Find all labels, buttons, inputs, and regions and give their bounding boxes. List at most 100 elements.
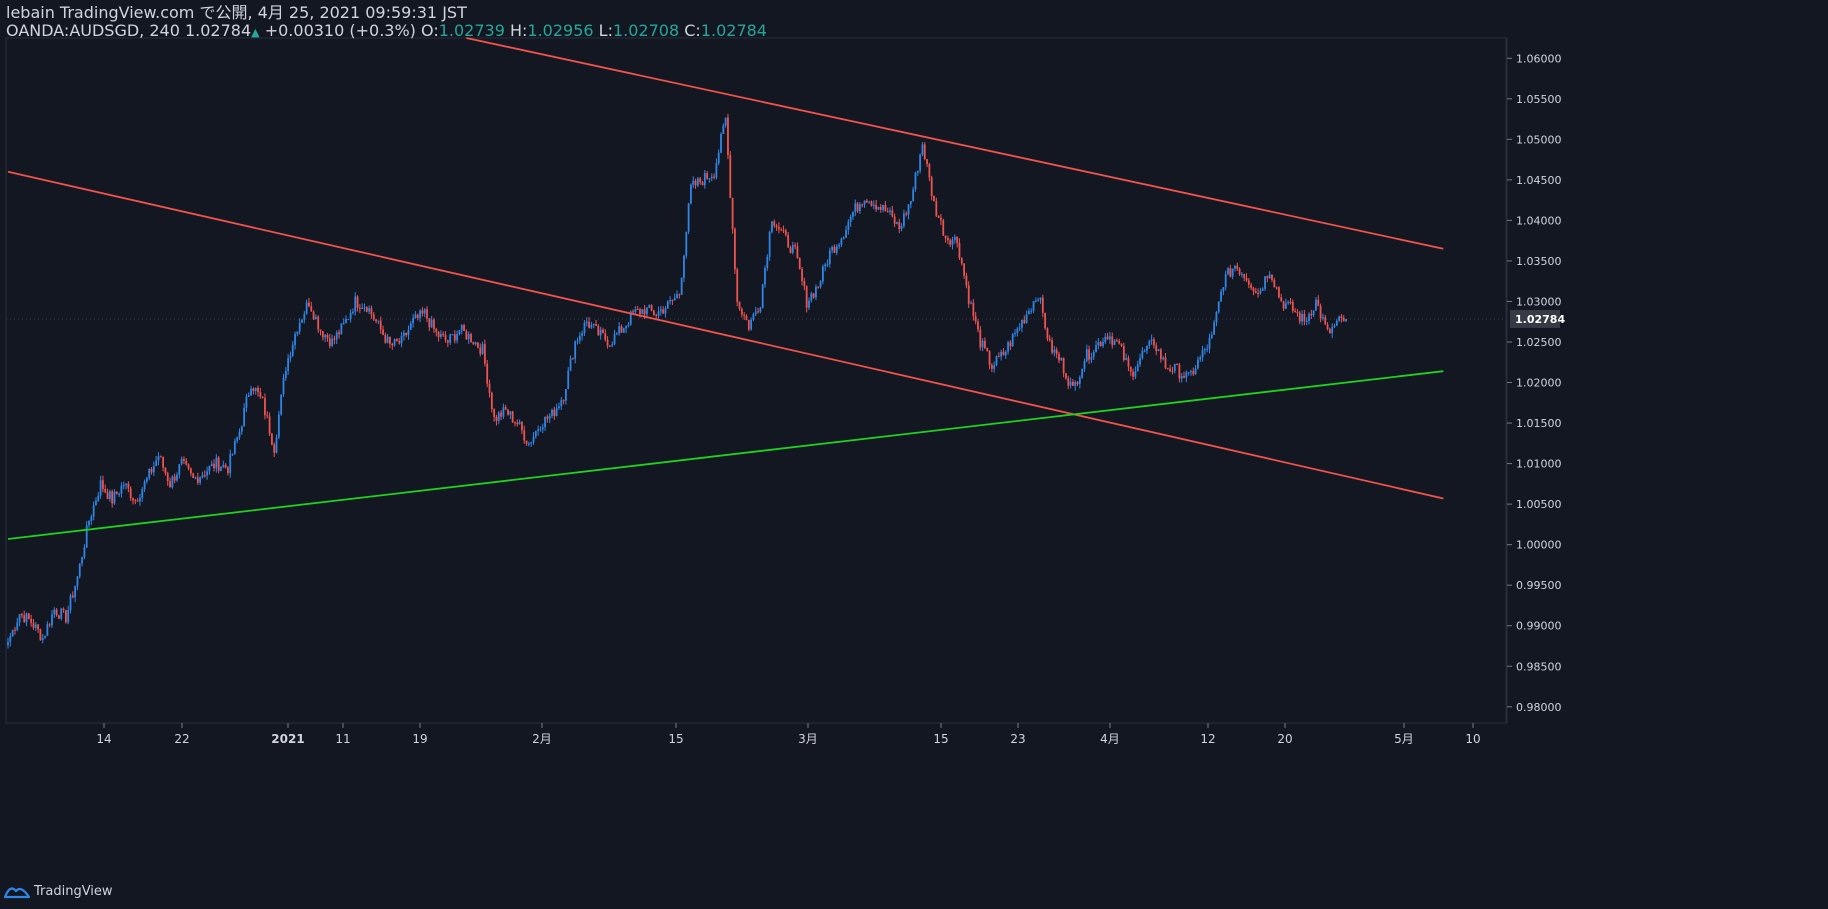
candle	[507, 409, 509, 416]
candle	[909, 200, 912, 209]
candle	[956, 236, 959, 248]
candle	[25, 612, 28, 627]
x-tick-label: 15	[668, 732, 683, 746]
candle	[1139, 353, 1141, 367]
candle	[916, 170, 919, 176]
candle	[805, 285, 808, 313]
candle	[440, 330, 442, 339]
candle	[465, 329, 468, 340]
candle	[321, 330, 324, 341]
candle	[44, 635, 46, 639]
trend-lines[interactable]	[7, 37, 1444, 540]
channel-lower-line[interactable]	[7, 170, 1444, 500]
x-tick-label: 20	[1277, 732, 1292, 746]
y-tick-label: 0.98500	[1516, 660, 1562, 673]
candle	[782, 225, 785, 234]
candle	[893, 213, 896, 227]
candle	[1081, 368, 1084, 379]
candle	[685, 231, 688, 259]
candle	[1143, 349, 1146, 353]
candle	[1127, 355, 1130, 372]
candle	[868, 200, 871, 204]
candle	[146, 476, 148, 484]
candle	[696, 176, 699, 188]
candle	[55, 607, 58, 617]
y-tick-label: 1.04500	[1516, 174, 1562, 187]
candle	[576, 337, 579, 345]
candle	[900, 223, 903, 232]
candle	[687, 202, 690, 235]
candle	[423, 308, 426, 318]
candle	[347, 318, 350, 321]
channel-upper-line[interactable]	[466, 37, 1444, 250]
candle	[352, 308, 354, 315]
candle	[1058, 351, 1060, 364]
candle	[812, 292, 815, 299]
candle	[51, 610, 53, 628]
candle	[479, 343, 482, 357]
candle	[46, 621, 49, 637]
candle	[208, 465, 211, 475]
candle	[363, 303, 366, 312]
candle	[1245, 273, 1248, 282]
candle	[310, 301, 313, 312]
candle	[435, 327, 438, 337]
candle	[1206, 344, 1209, 353]
candle	[398, 338, 401, 345]
candle	[752, 312, 755, 322]
candle	[997, 352, 1000, 358]
candle	[1032, 300, 1035, 314]
candle	[703, 169, 706, 189]
candle	[574, 340, 577, 364]
y-tick-label: 1.03000	[1516, 295, 1562, 308]
support-line[interactable]	[7, 370, 1444, 540]
candle	[944, 235, 947, 243]
candle	[303, 311, 306, 324]
candle	[69, 593, 72, 614]
candle	[261, 396, 264, 399]
candle	[405, 332, 408, 338]
candle	[88, 520, 90, 528]
candle	[1062, 357, 1065, 378]
candle	[1037, 297, 1040, 302]
candle	[368, 305, 371, 315]
candle	[877, 206, 880, 211]
candle	[342, 318, 345, 325]
candle	[585, 317, 588, 327]
candle	[428, 317, 431, 331]
candle	[444, 331, 447, 343]
candle	[951, 236, 954, 250]
candle	[319, 329, 322, 336]
candle	[509, 411, 512, 419]
candle	[597, 324, 600, 336]
candle	[810, 291, 813, 303]
candle	[1069, 377, 1072, 389]
candle	[53, 607, 56, 619]
candle	[271, 432, 273, 446]
candle	[493, 408, 496, 422]
candle	[1113, 339, 1116, 346]
candle	[1319, 303, 1322, 323]
candle	[965, 272, 968, 289]
candle	[903, 209, 905, 229]
candle	[801, 266, 803, 286]
candle	[233, 438, 236, 455]
candle	[773, 219, 776, 228]
candle	[412, 313, 415, 328]
candle	[393, 338, 396, 347]
candle	[1317, 295, 1320, 307]
candle	[150, 467, 153, 475]
candle	[102, 475, 104, 493]
tradingview-footer[interactable]: TradingView	[4, 880, 113, 902]
candle	[254, 387, 257, 395]
candle	[377, 320, 380, 325]
candle	[622, 327, 625, 333]
candle	[544, 416, 546, 431]
candle	[1046, 327, 1049, 342]
candle	[1331, 323, 1334, 338]
candle	[532, 431, 535, 445]
symbol-interval[interactable]: OANDA:AUDSGD, 240	[6, 21, 180, 40]
candle	[264, 393, 266, 420]
candle	[1178, 363, 1181, 383]
